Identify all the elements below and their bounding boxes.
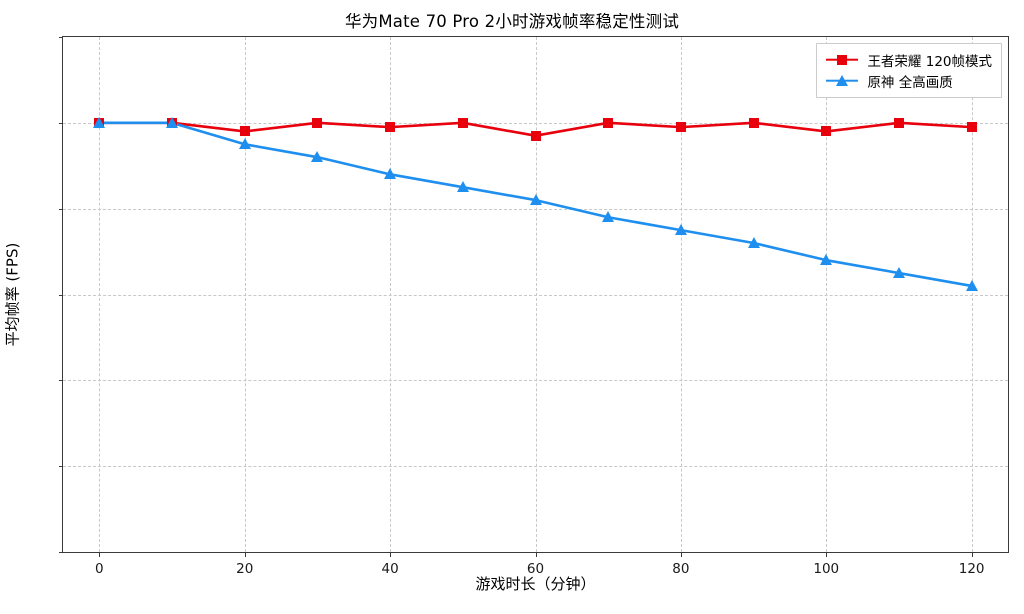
data-point-marker <box>965 279 978 291</box>
data-point-marker <box>602 211 615 223</box>
data-point-marker <box>312 117 323 128</box>
gridline-vertical <box>244 37 246 552</box>
data-point-marker <box>166 116 179 128</box>
legend-label: 原神 全高画质 <box>867 74 953 91</box>
data-point-marker <box>93 116 106 128</box>
data-point-marker <box>239 126 250 137</box>
y-tick-mark <box>58 294 63 296</box>
legend-swatch-icon <box>826 53 859 67</box>
data-point-marker <box>457 117 468 128</box>
gridline-vertical <box>680 37 682 552</box>
data-point-marker <box>820 254 833 266</box>
data-point-marker <box>747 236 760 248</box>
x-tick-mark <box>99 552 101 557</box>
data-point-marker <box>456 181 469 193</box>
y-tick-mark <box>58 37 63 38</box>
gridline-vertical <box>390 37 392 552</box>
x-tick-mark <box>826 552 828 557</box>
gridline-vertical <box>971 37 973 552</box>
x-tick-label: 40 <box>381 561 399 577</box>
plot-area: 50525456586062020406080100120 王者荣耀 120帧模… <box>58 36 1009 577</box>
series-layer <box>63 37 1008 552</box>
data-point-marker <box>892 266 905 278</box>
data-point-marker <box>821 126 832 137</box>
y-tick-mark <box>58 380 63 382</box>
legend-label: 王者荣耀 120帧模式 <box>867 53 992 70</box>
data-point-marker <box>966 122 977 133</box>
y-tick-mark <box>58 208 63 210</box>
data-point-marker <box>893 117 904 128</box>
x-tick-mark <box>535 552 537 557</box>
x-tick-label: 80 <box>672 561 690 577</box>
x-tick-label: 60 <box>526 561 545 577</box>
data-point-marker <box>675 122 686 133</box>
legend-swatch-icon <box>826 74 859 88</box>
x-tick-mark <box>680 552 682 557</box>
y-tick-mark <box>58 122 63 124</box>
grid-layer: 50525456586062020406080100120 <box>58 37 1008 577</box>
data-point-marker <box>674 224 687 236</box>
data-point-marker <box>384 168 397 180</box>
legend-layer: 王者荣耀 120帧模式 原神 全高画质 <box>63 37 1008 552</box>
data-point-marker <box>385 122 396 133</box>
y-axis-label: 平均帧率 (FPS) <box>0 36 24 553</box>
x-tick-label: 20 <box>236 561 254 577</box>
x-tick-mark <box>244 552 246 557</box>
x-tick-label: 120 <box>958 561 985 577</box>
x-tick-mark <box>971 552 973 557</box>
data-point-marker <box>530 130 541 141</box>
y-axis-label-text: 平均帧率 (FPS) <box>3 242 22 347</box>
x-tick-mark <box>390 552 392 557</box>
chart-title: 华为Mate 70 Pro 2小时游戏帧率稳定性测试 <box>344 12 680 31</box>
gridline-vertical <box>535 37 537 552</box>
legend-item-0[interactable]: 王者荣耀 120帧模式 <box>826 49 992 70</box>
data-point-marker <box>238 138 251 150</box>
gridline-vertical <box>826 37 828 552</box>
data-point-marker <box>311 151 324 163</box>
legend-item-1[interactable]: 原神 全高画质 <box>826 70 992 91</box>
data-point-marker <box>603 117 614 128</box>
gridline-vertical <box>99 37 101 552</box>
y-tick-mark <box>58 466 63 468</box>
y-tick-mark <box>58 552 63 553</box>
data-point-marker <box>748 117 759 128</box>
legend-marker-triangle-icon <box>836 74 849 86</box>
data-point-marker <box>529 194 542 206</box>
legend: 王者荣耀 120帧模式 原神 全高画质 <box>816 43 1002 98</box>
x-tick-label: 100 <box>813 561 840 577</box>
legend-marker-square-icon <box>837 54 848 65</box>
x-tick-label: 0 <box>95 561 104 577</box>
x-axis-label: 游戏时长（分钟） <box>475 575 596 593</box>
